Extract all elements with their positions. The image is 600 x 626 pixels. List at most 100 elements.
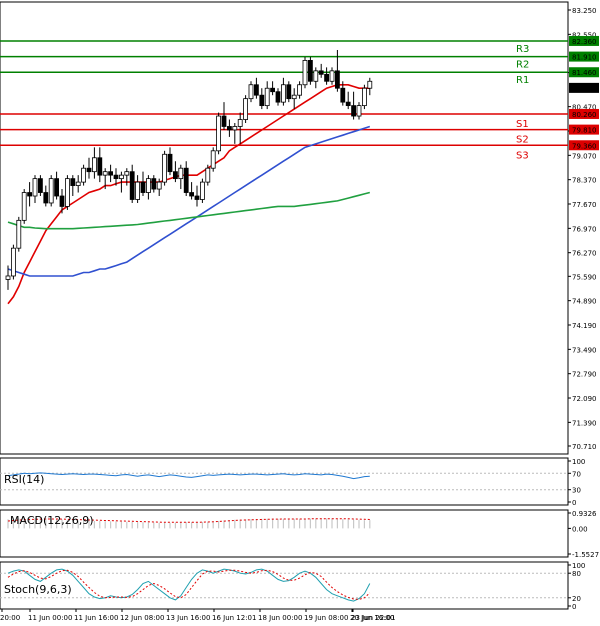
price-tick-label: 78.370 [572,177,597,185]
current-price-label: 81.010 [572,85,597,93]
price-tick-label: 76.970 [572,225,597,233]
level-price-box [569,51,599,62]
time-tick-label: 11 Jun 00:00 [28,614,72,622]
candle-bullish [232,126,238,131]
stoch-frame [0,561,569,610]
level-label-s1: S1 [516,119,529,130]
time-tick-label: 20:00 [0,614,20,622]
candle-bearish [43,192,49,204]
candle-bearish [151,178,157,190]
candle-bullish [216,115,222,152]
price-tick-label: 72.090 [572,395,597,403]
candle-bearish [38,178,43,193]
rsi-tick-label: 70 [572,470,581,478]
candle-bearish [70,178,76,186]
price-tick-label: 75.590 [572,273,597,281]
candle-bearish [194,195,200,200]
candle-bullish [75,181,81,186]
stoch-tick-label: 20 [572,595,581,603]
rsi-label: RSI(14) [4,473,44,486]
price-tick-label: 82.550 [572,31,597,39]
time-tick-label: 18 Jun 00:00 [258,614,302,622]
level-label-s2: S2 [516,135,529,146]
candle-bearish [226,126,232,131]
macd-tick-label: 0.9326 [572,510,597,518]
candle-bullish [237,119,243,127]
candle-bearish [183,167,189,193]
candle-bullish [313,70,319,82]
candle-bullish [119,174,124,180]
candle-bullish [178,167,184,180]
price-tick-label: 80.470 [572,104,597,112]
candle-bullish [10,247,16,277]
candle-bearish [345,101,351,107]
candle-bullish [5,275,11,280]
stoch-label: Stoch(9,6,3) [4,583,72,596]
rsi-tick-label: 30 [572,487,581,495]
candle-bearish [97,157,103,176]
candle-bullish [124,171,130,176]
level-price-box [569,35,599,46]
candle-bullish [32,178,38,197]
level-price-label: 82.360 [572,38,597,46]
candle-bearish [172,171,178,180]
price-tick-label: 70.710 [572,443,597,451]
candle-bullish [205,167,211,183]
macd-panel: 0.9326 0.00 -1.5527 [0,509,599,559]
candle-bullish [280,84,286,103]
time-tick-label: 23 Jun 22:01 [351,614,395,622]
candle-bullish [302,60,308,86]
candle-bullish [135,181,141,200]
candle-bearish [113,174,119,180]
candle-bearish [59,195,65,207]
rsi-panel: 100 70 30 0 [0,457,585,507]
level-price-box [569,124,599,135]
candle-bearish [129,171,135,200]
level-price-label: 81.910 [572,54,597,62]
candle-bullish [243,98,249,120]
price-tick-label: 83.250 [572,7,597,15]
level-price-box [569,140,599,151]
current-price-box [569,82,599,93]
time-tick-label: 12 Jun 08:00 [120,614,164,622]
level-label-r3: R3 [516,44,529,55]
candle-bullish [162,153,168,183]
candle-bearish [270,87,276,93]
level-price-box [569,108,599,119]
candle-bullish [81,167,86,183]
level-label-r2: R2 [516,60,529,71]
candle-bullish [21,192,27,221]
level-price-label: 80.260 [572,111,597,119]
candle-bullish [356,105,362,117]
candle-bearish [351,105,357,117]
candle-bearish [275,91,281,103]
candle-bullish [102,171,108,176]
candle-bullish [367,80,373,89]
candle-bearish [86,167,92,173]
candle-bearish [318,70,324,75]
price-tick-label: 76.270 [572,250,597,258]
candle-bullish [199,181,205,200]
macd-tick-label: 0.00 [572,525,588,533]
candle-bullish [361,87,367,107]
candle-bearish [253,84,259,96]
price-tick-label: 71.390 [572,419,597,427]
level-price-box [569,67,599,78]
stoch-signal-line [7,569,371,600]
level-price-label: 79.360 [572,142,597,150]
level-label-r1: R1 [516,75,529,86]
candle-bearish [340,87,346,103]
stoch-tick-label: 100 [572,562,585,570]
macd-frame [0,509,569,558]
candle-bearish [286,84,292,100]
candle-bullish [156,181,162,190]
price-tick-label: 77.670 [572,201,597,209]
candle-bullish [329,70,335,82]
level-price-label: 81.460 [572,69,597,77]
stoch-tick-label: 0 [572,603,576,611]
candle-bullish [65,178,70,207]
candle-bearish [54,178,59,197]
price-panel: 83.25082.55081.45080.47079.77079.07078.3… [0,1,599,455]
